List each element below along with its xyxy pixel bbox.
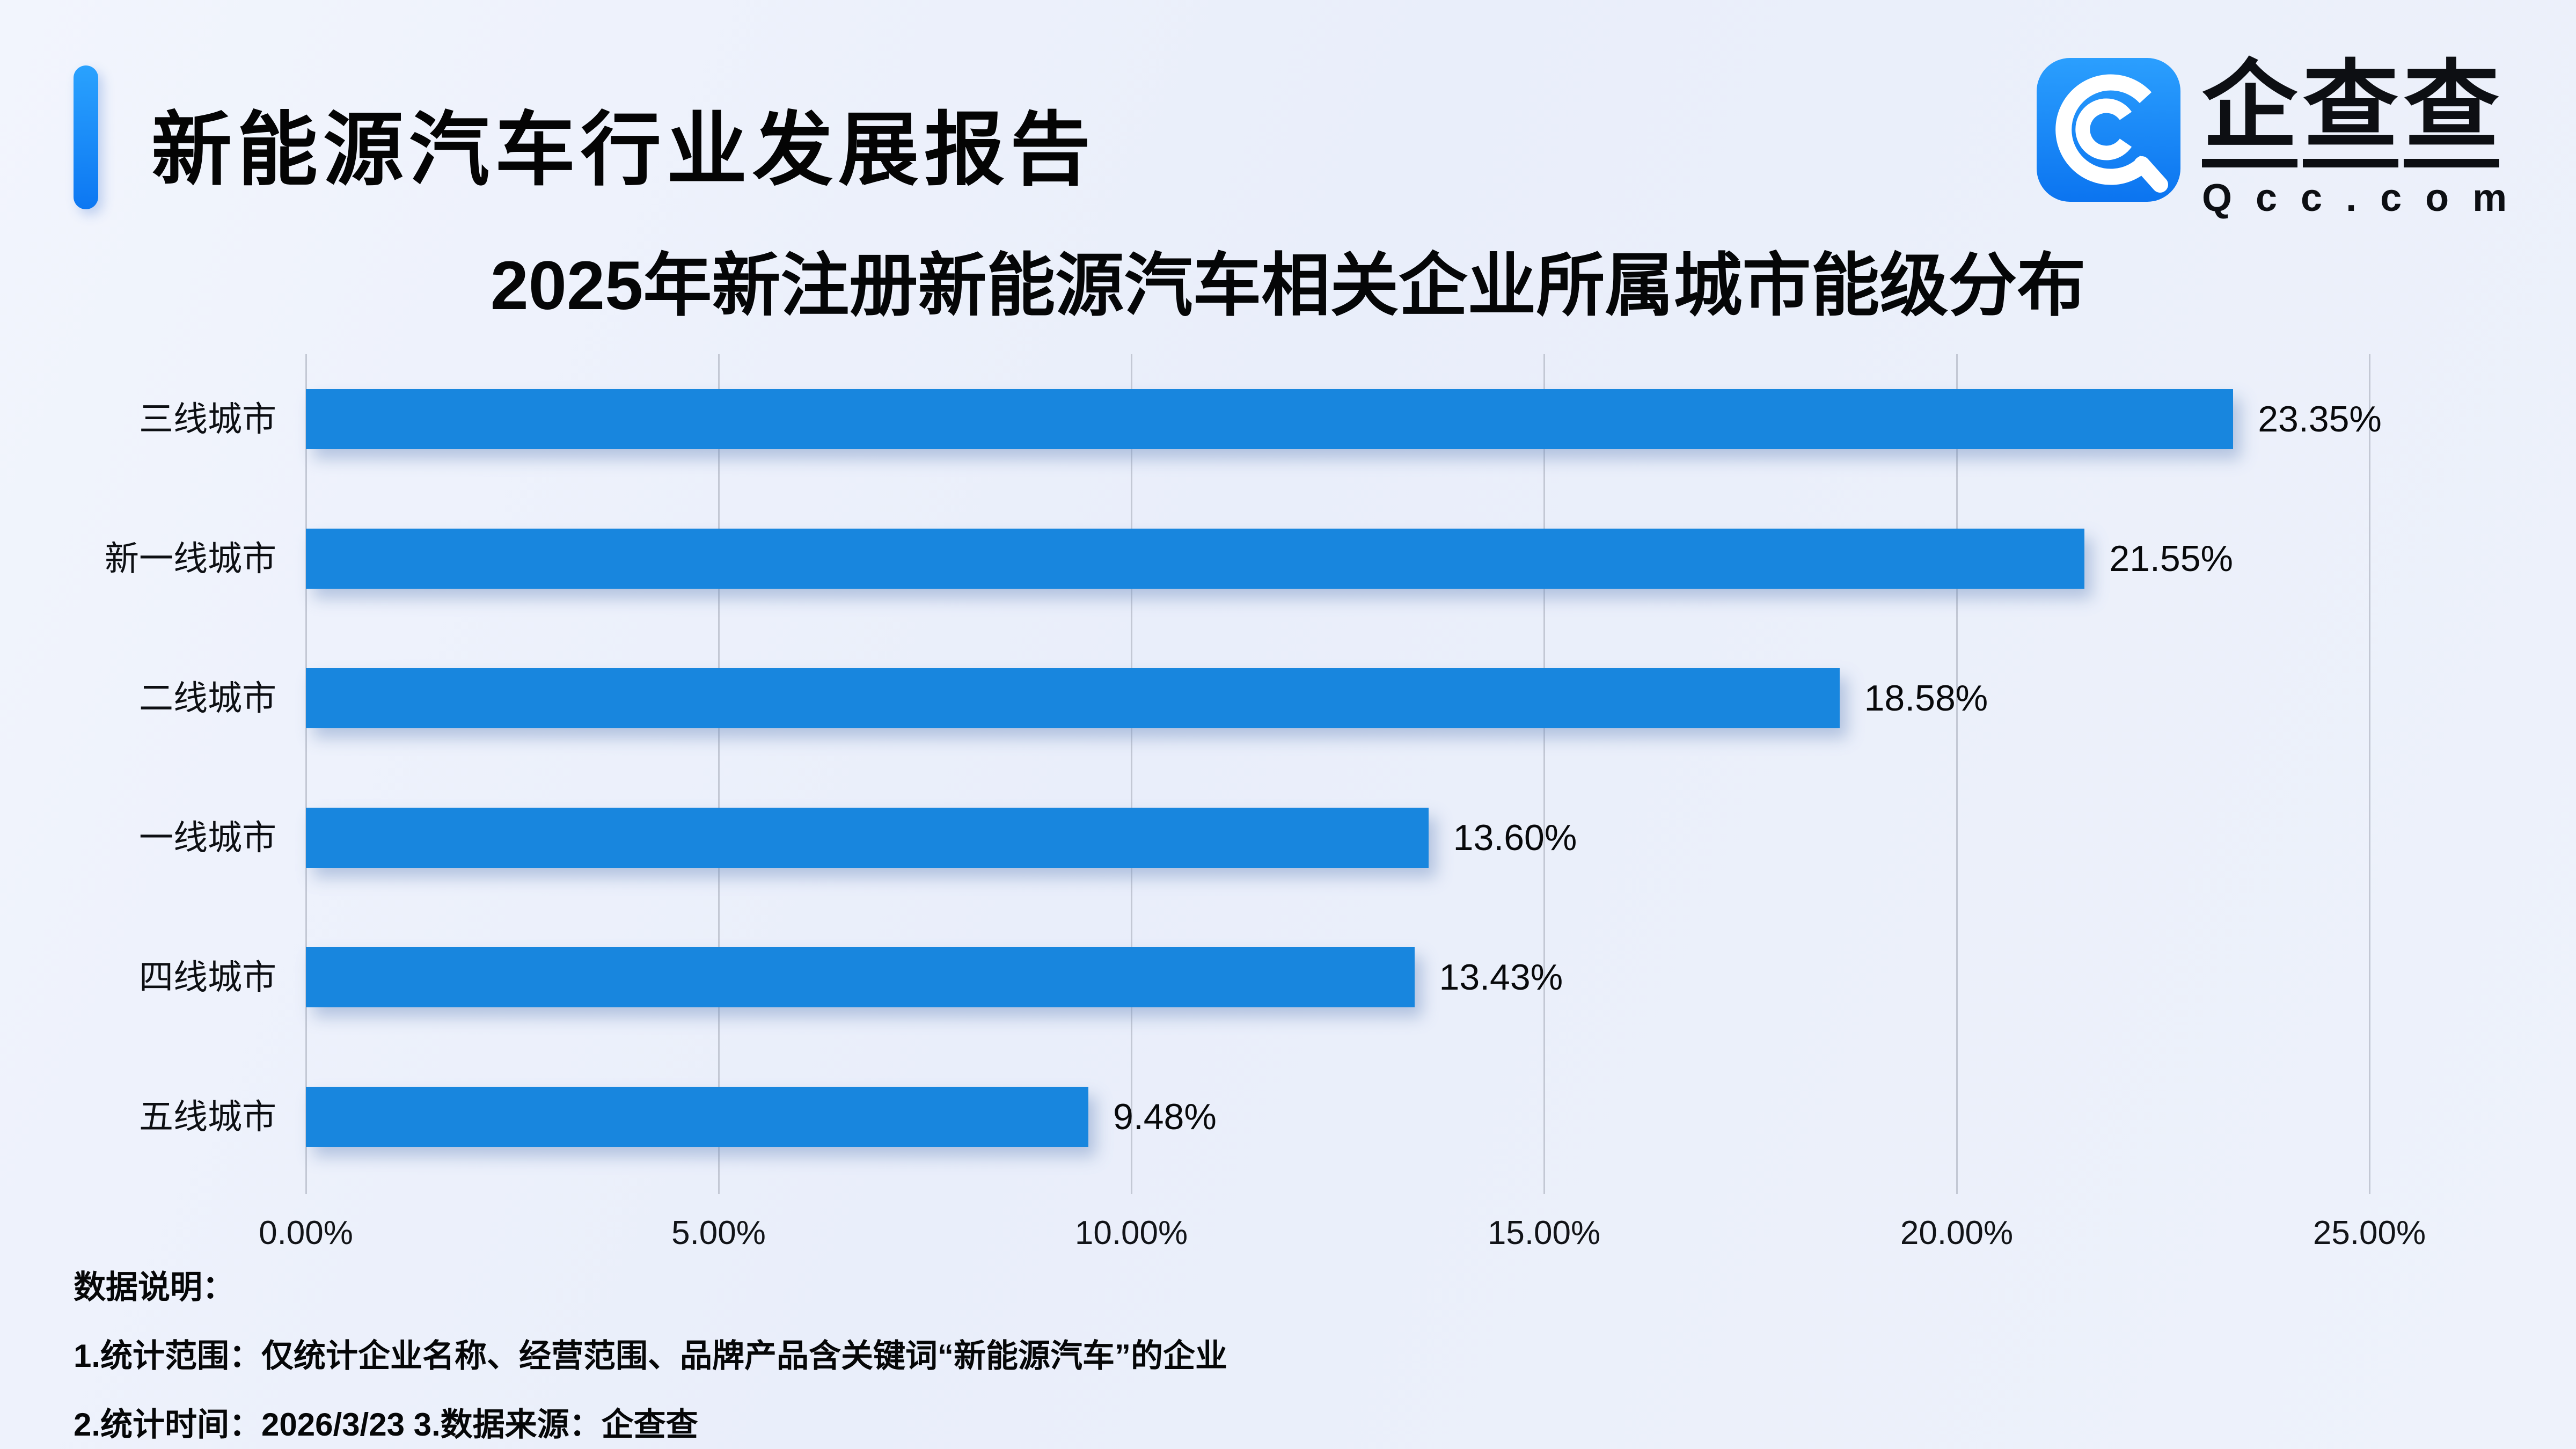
bar [306, 947, 1415, 1007]
gridline [2368, 354, 2370, 1194]
bar [306, 529, 2085, 589]
brand-char: 查 [2303, 58, 2398, 167]
x-tick-label: 5.00% [671, 1214, 766, 1252]
value-label: 21.55% [2109, 538, 2234, 579]
qcc-swirl-icon [2037, 58, 2180, 202]
category-label: 新一线城市 [105, 539, 276, 578]
title-accent-bar [74, 65, 98, 209]
bar [306, 1087, 1089, 1147]
bar [306, 808, 1429, 868]
qcc-logo: 企查查 Qcc.com [2037, 58, 2530, 220]
category-label: 五线城市 [139, 1097, 276, 1136]
x-tick-label: 25.00% [2312, 1214, 2426, 1252]
gridline [718, 354, 720, 1194]
qcc-brand-text: 企查查 [2202, 58, 2505, 167]
value-label: 13.60% [1453, 817, 1577, 858]
bar [306, 668, 1840, 728]
x-tick-label: 20.00% [1900, 1214, 2014, 1252]
category-label: 二线城市 [139, 679, 276, 718]
qcc-logo-text: 企查查 Qcc.com [2202, 58, 2530, 220]
value-label: 13.43% [1439, 957, 1563, 998]
gridline [1543, 354, 1545, 1194]
footnote-scope: 1.统计范围：仅统计企业名称、经营范围、品牌产品含关键词“新能源汽车”的企业 [74, 1338, 1228, 1374]
bar [306, 389, 2234, 449]
value-label: 9.48% [1113, 1096, 1217, 1137]
category-label: 四线城市 [139, 958, 276, 997]
x-tick-label: 0.00% [259, 1214, 353, 1252]
chart-title: 2025年新注册新能源汽车相关企业所属城市能级分布 [490, 247, 2086, 324]
footnote-heading: 数据说明： [74, 1269, 235, 1305]
footnote-time-source: 2.统计时间：2026/3/23 3.数据来源：企查查 [74, 1407, 698, 1443]
x-tick-label: 10.00% [1074, 1214, 1188, 1252]
value-label: 23.35% [2258, 399, 2382, 440]
gridline [1956, 354, 1958, 1194]
brand-char: 企 [2202, 58, 2297, 167]
value-label: 18.58% [1864, 678, 1988, 719]
category-label: 一线城市 [139, 818, 276, 857]
category-label: 三线城市 [139, 400, 276, 438]
gridline [305, 354, 307, 1194]
x-tick-label: 15.00% [1487, 1214, 1601, 1252]
gridline [1130, 354, 1132, 1194]
brand-char: 查 [2404, 58, 2499, 167]
qcc-domain-text: Qcc.com [2202, 177, 2531, 219]
page-title: 新能源汽车行业发展报告 [151, 105, 1096, 195]
